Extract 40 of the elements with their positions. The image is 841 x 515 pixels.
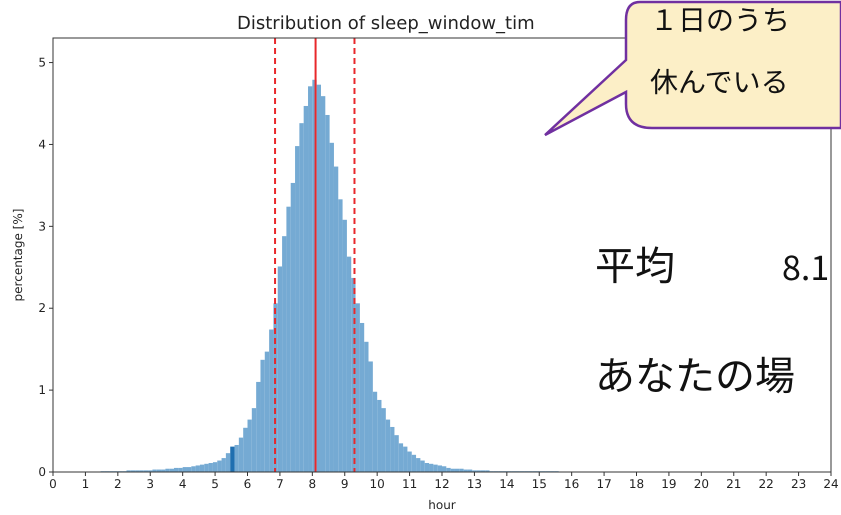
x-tick-label: 22 xyxy=(758,477,774,491)
callout: １日のうち 休んでいる xyxy=(544,0,841,136)
x-tick-label: 0 xyxy=(49,477,57,491)
annotation: １日のうち xyxy=(650,0,790,39)
y-tick-label: 1 xyxy=(38,383,46,398)
x-tick-label: 20 xyxy=(694,477,709,491)
annotation: 8.1 xyxy=(782,241,830,290)
annotation: あなたの場 xyxy=(595,344,795,402)
x-tick-label: 11 xyxy=(402,477,418,491)
y-axis-title: percentage [%] xyxy=(11,208,25,302)
x-tick-label: 6 xyxy=(244,477,252,491)
x-tick-label: 19 xyxy=(661,477,677,491)
annotation: 休んでいる xyxy=(650,61,789,101)
x-tick-label: 21 xyxy=(726,477,742,491)
x-tick-label: 16 xyxy=(564,477,580,491)
x-tick-label: 24 xyxy=(823,477,839,491)
x-tick-label: 2 xyxy=(114,477,122,491)
x-tick-label: 8 xyxy=(308,477,316,491)
x-tick-label: 9 xyxy=(340,477,349,491)
x-tick-label: 3 xyxy=(146,477,154,491)
x-tick-label: 12 xyxy=(434,477,450,491)
chart-title: Distribution of sleep_window_tim xyxy=(237,13,535,34)
x-tick-label: 13 xyxy=(466,477,482,491)
x-tick-label: 18 xyxy=(628,477,644,491)
x-tick-label: 14 xyxy=(499,477,514,491)
y-tick-label: 2 xyxy=(38,301,46,316)
x-tick-label: 5 xyxy=(211,477,219,491)
x-axis-title: hour xyxy=(428,498,456,512)
y-tick-label: 5 xyxy=(38,56,46,70)
x-tick-label: 1 xyxy=(82,477,90,491)
annotation: 平均 xyxy=(595,234,675,292)
y-tick-label: 4 xyxy=(38,137,46,152)
y-tick-label: 0 xyxy=(38,465,46,479)
x-tick-label: 23 xyxy=(790,477,806,491)
x-tick-label: 15 xyxy=(532,477,547,491)
x-tick-label: 10 xyxy=(370,477,385,491)
x-tick-label: 17 xyxy=(596,477,612,491)
x-tick-label: 4 xyxy=(178,477,186,491)
x-tick-label: 7 xyxy=(276,477,284,491)
y-tick-label: 3 xyxy=(38,219,46,234)
